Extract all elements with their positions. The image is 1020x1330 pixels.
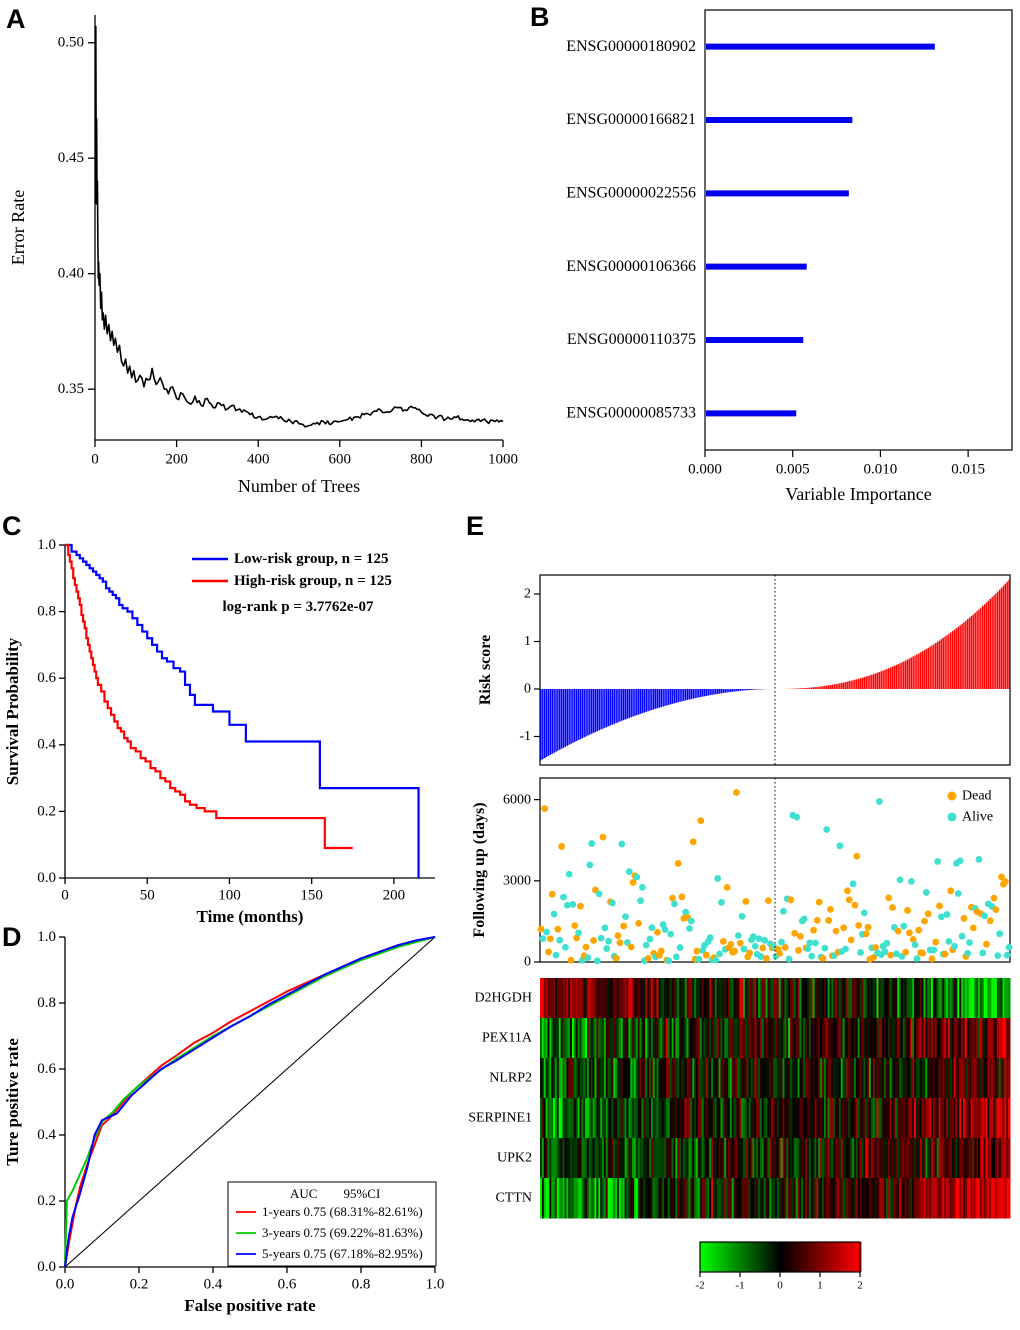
panel-e-chart xyxy=(460,510,1020,1330)
panel-c-chart xyxy=(0,510,460,930)
panel-d-chart xyxy=(0,915,460,1330)
panel-a-chart xyxy=(0,0,520,505)
panel-b-chart xyxy=(520,0,1020,505)
